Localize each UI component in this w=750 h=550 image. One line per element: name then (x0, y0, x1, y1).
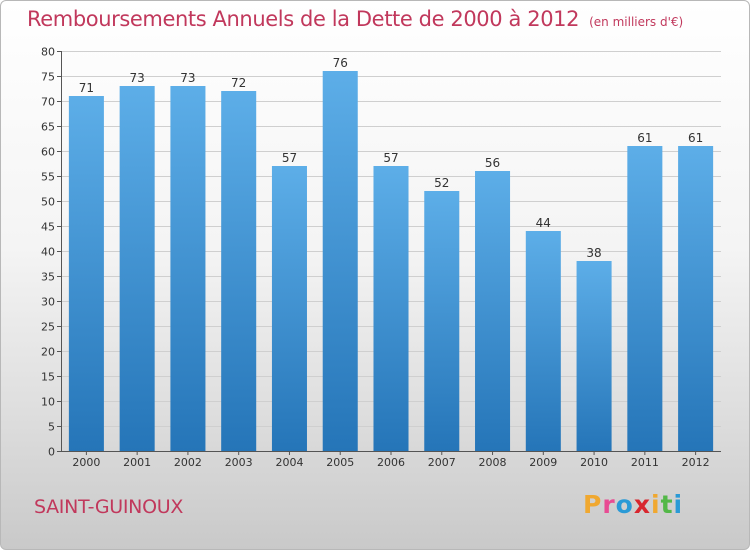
data-label: 44 (536, 216, 551, 230)
x-tick-label: 2010 (580, 456, 608, 469)
bar (373, 166, 409, 451)
y-tick-label: 15 (41, 371, 55, 384)
y-tick-label: 25 (41, 321, 55, 334)
x-tick-label: 2002 (174, 456, 202, 469)
x-tick-label: 2003 (225, 456, 253, 469)
data-label: 61 (688, 131, 703, 145)
logo-letter: r (602, 490, 616, 519)
y-tick-label: 80 (41, 46, 55, 59)
bar (170, 86, 206, 451)
x-tick-label: 2007 (428, 456, 456, 469)
data-label: 61 (637, 131, 652, 145)
data-label: 76 (333, 56, 348, 70)
logo-letter: P (583, 490, 603, 519)
x-tick-label: 2011 (631, 456, 659, 469)
y-tick-label: 65 (41, 121, 55, 134)
y-tick-label: 50 (41, 196, 55, 209)
y-tick-label: 55 (41, 171, 55, 184)
y-tick-label: 60 (41, 146, 55, 159)
data-label: 73 (180, 71, 195, 85)
x-tick-label: 2006 (377, 456, 405, 469)
logo-letter: i (651, 490, 661, 519)
logo-letter: o (615, 490, 634, 519)
y-tick-label: 0 (48, 446, 55, 459)
x-tick-label: 2008 (479, 456, 507, 469)
chart-title: Remboursements Annuels de la Dette de 20… (27, 7, 683, 31)
x-tick-label: 2004 (275, 456, 303, 469)
commune-name: SAINT-GUINOUX (34, 496, 184, 518)
bar (221, 91, 257, 451)
data-label: 56 (485, 156, 500, 170)
y-tick-label: 40 (41, 246, 55, 259)
chart-unit-label: (en milliers d'€) (589, 15, 684, 29)
x-tick-label: 2005 (326, 456, 354, 469)
y-tick-label: 10 (41, 396, 55, 409)
data-label: 52 (434, 176, 449, 190)
data-label: 57 (282, 151, 297, 165)
bar (627, 146, 663, 451)
x-tick-label: 2009 (529, 456, 557, 469)
data-label: 73 (130, 71, 145, 85)
bar (322, 71, 358, 451)
x-tick-label: 2001 (123, 456, 151, 469)
bar (424, 191, 460, 451)
data-label: 72 (231, 76, 246, 90)
y-tick-label: 75 (41, 71, 55, 84)
bar (119, 86, 155, 451)
bar (475, 171, 511, 451)
y-tick-label: 30 (41, 296, 55, 309)
logo-letter: i (673, 490, 684, 519)
y-tick-label: 70 (41, 96, 55, 109)
bar (271, 166, 307, 451)
logo-letter: t (660, 490, 674, 519)
proxiti-logo: Proxiti (583, 490, 683, 519)
bar (68, 96, 104, 451)
data-label: 38 (586, 246, 601, 260)
chart-title-text: Remboursements Annuels de la Dette de 20… (27, 7, 580, 31)
logo-letter: x (633, 490, 651, 519)
y-tick-label: 45 (41, 221, 55, 234)
bar (576, 261, 612, 451)
x-tick-label: 2000 (72, 456, 100, 469)
x-tick-label: 2012 (682, 456, 710, 469)
y-tick-label: 5 (48, 421, 55, 434)
y-tick-label: 20 (41, 346, 55, 359)
data-label: 71 (79, 81, 94, 95)
bar (678, 146, 714, 451)
data-label: 57 (383, 151, 398, 165)
bar (525, 231, 561, 451)
y-tick-label: 35 (41, 271, 55, 284)
